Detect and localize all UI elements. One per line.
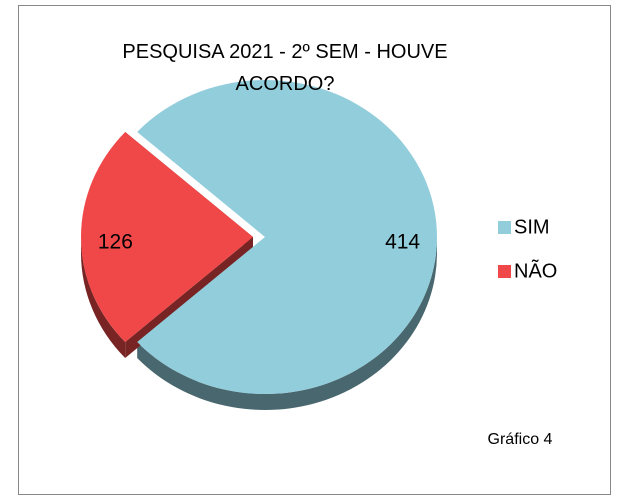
legend-swatch: [498, 265, 511, 278]
slice-side: [81, 237, 126, 359]
legend-swatch: [498, 221, 511, 234]
slice: [137, 79, 438, 395]
data-label: 126: [98, 231, 133, 254]
legend-label: NÃO: [514, 258, 557, 282]
slice: [81, 131, 253, 343]
annotation: Gráfico 4: [488, 431, 553, 448]
slice-side: [137, 237, 438, 410]
legend-label: SIM: [514, 216, 550, 238]
data-label: 414: [385, 231, 420, 254]
chart-title: PESQUISA 2021 - 2º SEM - HOUVE ACORDO?: [122, 41, 448, 95]
